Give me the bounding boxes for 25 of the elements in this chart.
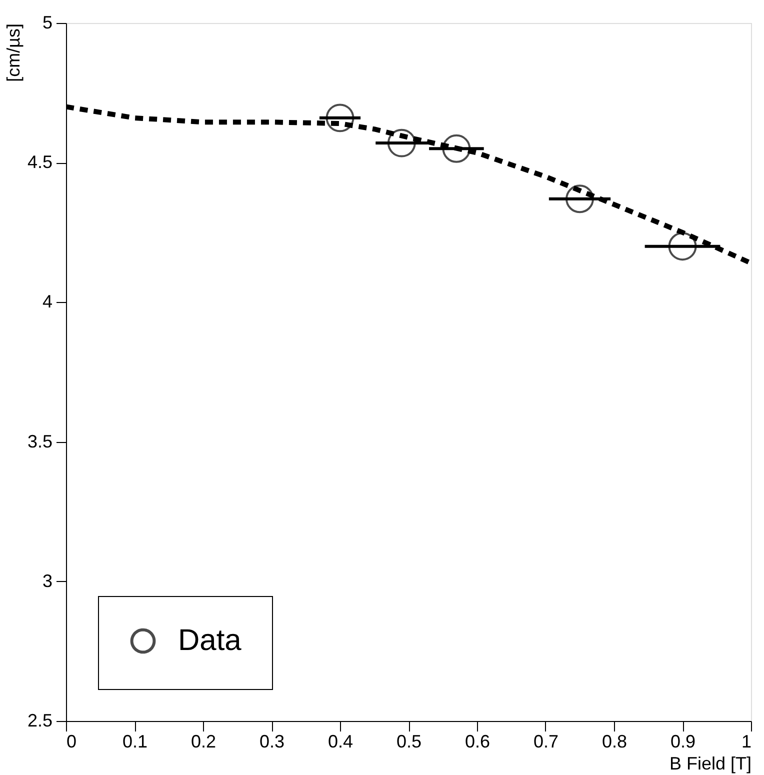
point [566,184,594,214]
x-tick-label: 0.1 [122,732,148,752]
x-tick-label: 0.9 [670,732,696,752]
x-axis-title: B Field [T] [669,754,752,774]
point [326,104,354,132]
point [442,134,471,163]
y-tick-label: 2.5 [27,710,52,730]
x-tick-label: 0.3 [259,732,285,752]
y-tick-label: 3.5 [27,431,52,452]
y-tick-label: 4 [42,292,52,312]
x-tick-label: 1 [741,732,752,752]
point [668,232,697,261]
y-tick-label: 5 [42,12,52,32]
legend-label: Data [178,624,242,657]
x-tick-label: 0.4 [328,732,354,752]
x-tick-label: 0.6 [464,732,490,752]
point [387,128,416,158]
x-tick-label: 0 [66,732,77,752]
y-tick-label: 4.5 [27,152,52,172]
x-tick-label: 0.7 [533,732,559,752]
y-tick-label: 3 [42,570,52,591]
x-tick-label: 0.2 [190,732,216,752]
x-tick-label: 0.8 [602,732,628,752]
x-tick-label: 0.5 [396,732,422,752]
y-axis-title: [cm/µs] [3,24,24,82]
